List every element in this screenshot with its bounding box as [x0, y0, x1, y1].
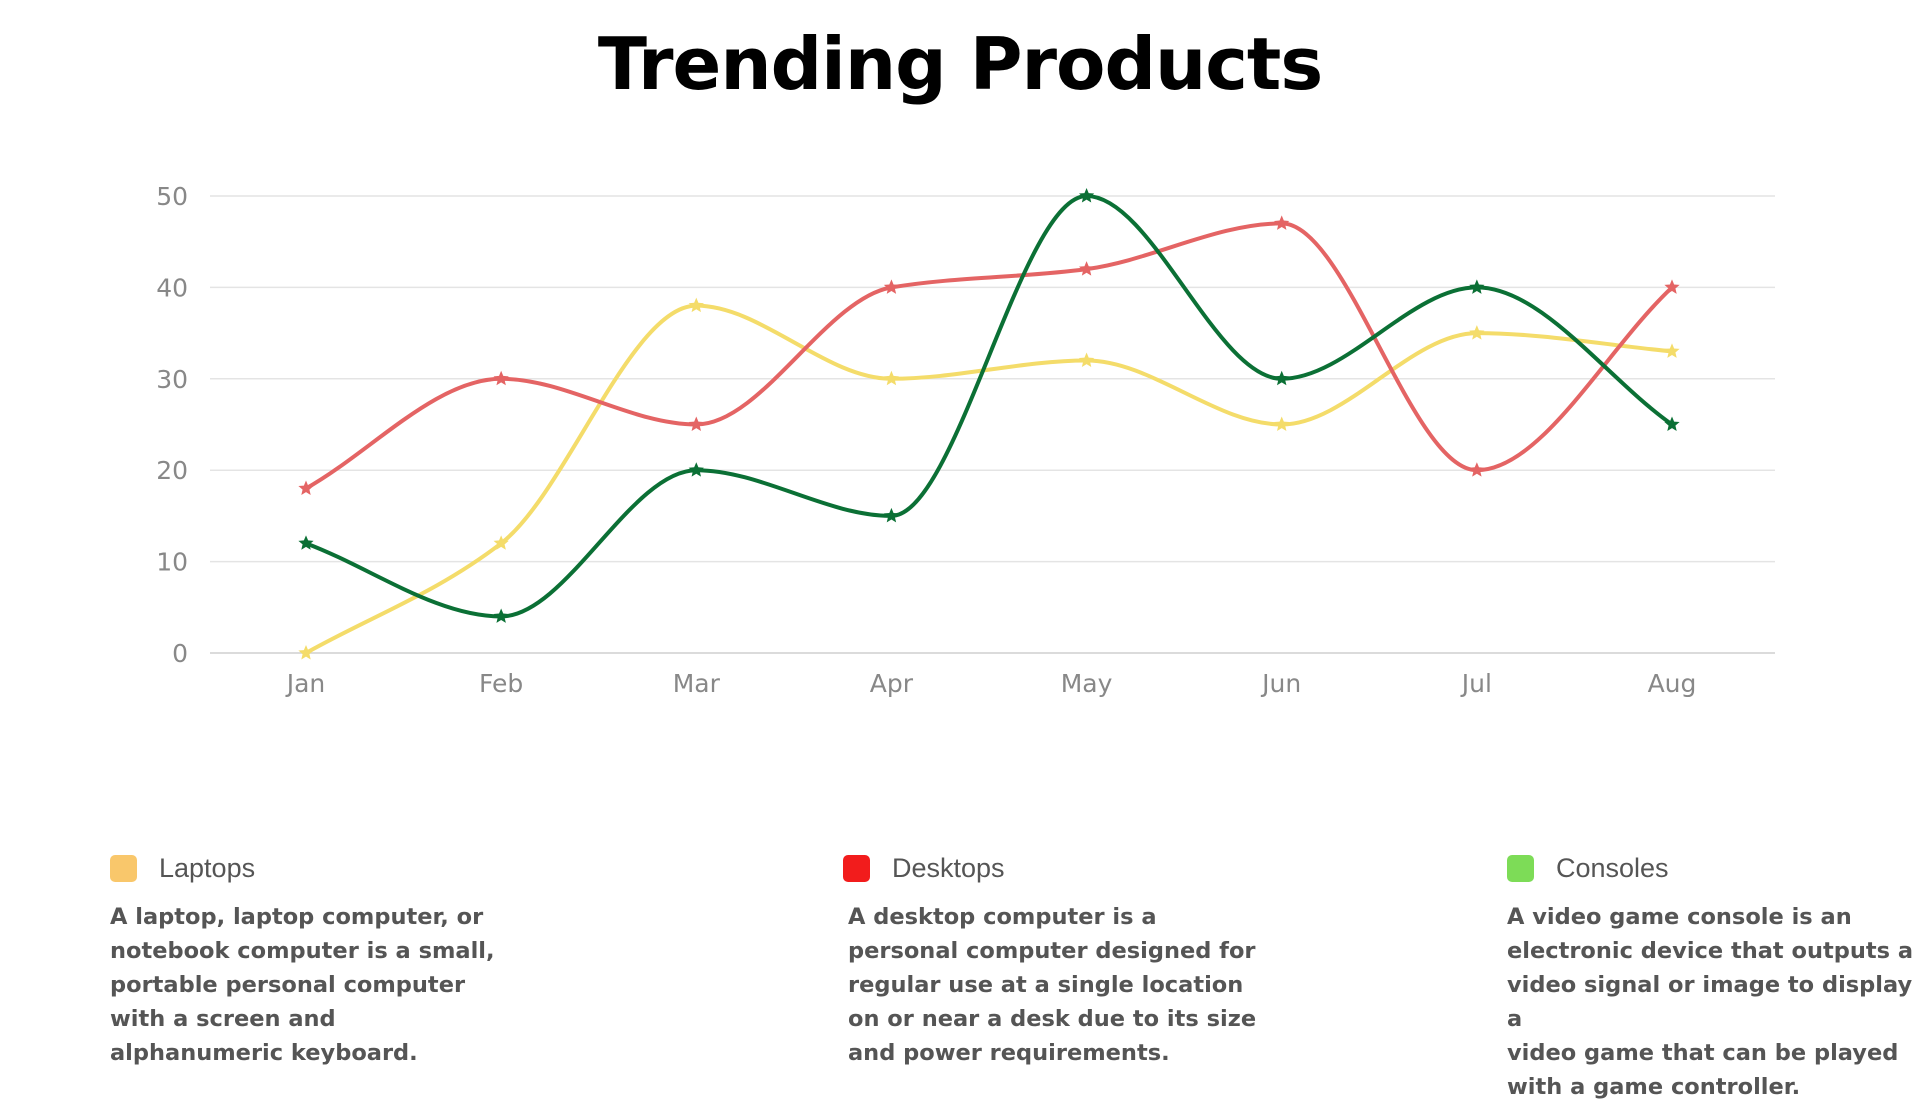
x-tick-label: Mar — [673, 669, 721, 698]
data-point-consoles — [1078, 188, 1095, 203]
x-tick-label: Jul — [1460, 669, 1492, 698]
x-tick-label: May — [1061, 669, 1113, 698]
legend-item-desktops: Desktops A desktop computer is a persona… — [843, 848, 1256, 1070]
y-tick-label: 10 — [156, 548, 188, 577]
data-point-desktops — [1664, 279, 1680, 294]
data-point-consoles — [298, 535, 314, 550]
legend-label-consoles: Consoles — [1556, 852, 1669, 883]
x-tick-label: Apr — [870, 669, 914, 698]
data-point-laptops — [1469, 325, 1485, 340]
series-consoles — [298, 188, 1680, 623]
consoles-swatch — [1507, 854, 1534, 882]
x-tick-label: Feb — [479, 669, 523, 698]
data-point-consoles — [1274, 370, 1290, 386]
data-point-desktops — [1078, 261, 1095, 276]
series-lines — [298, 188, 1680, 660]
line-chart: 0 10 20 30 40 50 Jan Feb Mar Apr May Jun Jul Aug — [156, 182, 1775, 698]
data-point-desktops — [1469, 462, 1485, 477]
data-point-laptops — [688, 297, 704, 313]
grid-lines — [210, 195, 1775, 654]
desktops-description: A desktop computer is a personal compute… — [848, 904, 1257, 1066]
consoles-description: A video game console is an electronic de… — [1507, 904, 1914, 1100]
x-axis-ticks: Jan Feb Mar Apr May Jun Jul Aug — [285, 669, 1697, 698]
data-point-desktops — [1274, 215, 1290, 230]
data-point-consoles — [883, 507, 900, 523]
data-point-desktops — [883, 279, 900, 294]
y-tick-label: 50 — [156, 182, 188, 211]
data-point-desktops — [688, 416, 704, 431]
x-tick-label: Jan — [285, 669, 326, 698]
legend-label-desktops: Desktops — [892, 852, 1005, 883]
data-point-consoles — [1469, 279, 1485, 294]
data-point-laptops — [493, 535, 509, 550]
series-line-laptops — [304, 303, 1674, 655]
laptops-swatch — [110, 854, 137, 882]
data-point-laptops — [1274, 416, 1290, 431]
laptops-description: A laptop, laptop computer, or notebook c… — [110, 904, 495, 1066]
legend-item-laptops: Laptops A laptop, laptop computer, or no… — [110, 848, 495, 1070]
desktops-swatch — [843, 854, 870, 882]
y-tick-label: 40 — [156, 273, 188, 302]
y-axis-ticks: 0 10 20 30 40 50 — [156, 182, 188, 668]
x-tick-label: Jun — [1260, 669, 1301, 698]
data-point-laptops — [298, 645, 314, 660]
data-point-consoles — [688, 462, 704, 477]
data-point-consoles — [1664, 416, 1680, 431]
data-point-desktops — [493, 370, 509, 386]
data-point-desktops — [298, 480, 314, 495]
data-point-laptops — [883, 370, 900, 386]
data-point-consoles — [493, 608, 509, 623]
data-point-laptops — [1664, 343, 1680, 358]
y-tick-label: 30 — [156, 365, 188, 394]
legend-label-laptops: Laptops — [159, 852, 256, 883]
series-line-consoles — [304, 194, 1674, 619]
chart-title: Trending Products — [597, 22, 1323, 106]
x-tick-label: Aug — [1648, 669, 1697, 698]
data-point-laptops — [1078, 352, 1095, 367]
y-tick-label: 0 — [172, 639, 188, 668]
legend-item-consoles: Consoles A video game console is an elec… — [1507, 848, 1920, 1104]
series-laptops — [298, 297, 1680, 660]
y-tick-label: 20 — [156, 456, 188, 485]
